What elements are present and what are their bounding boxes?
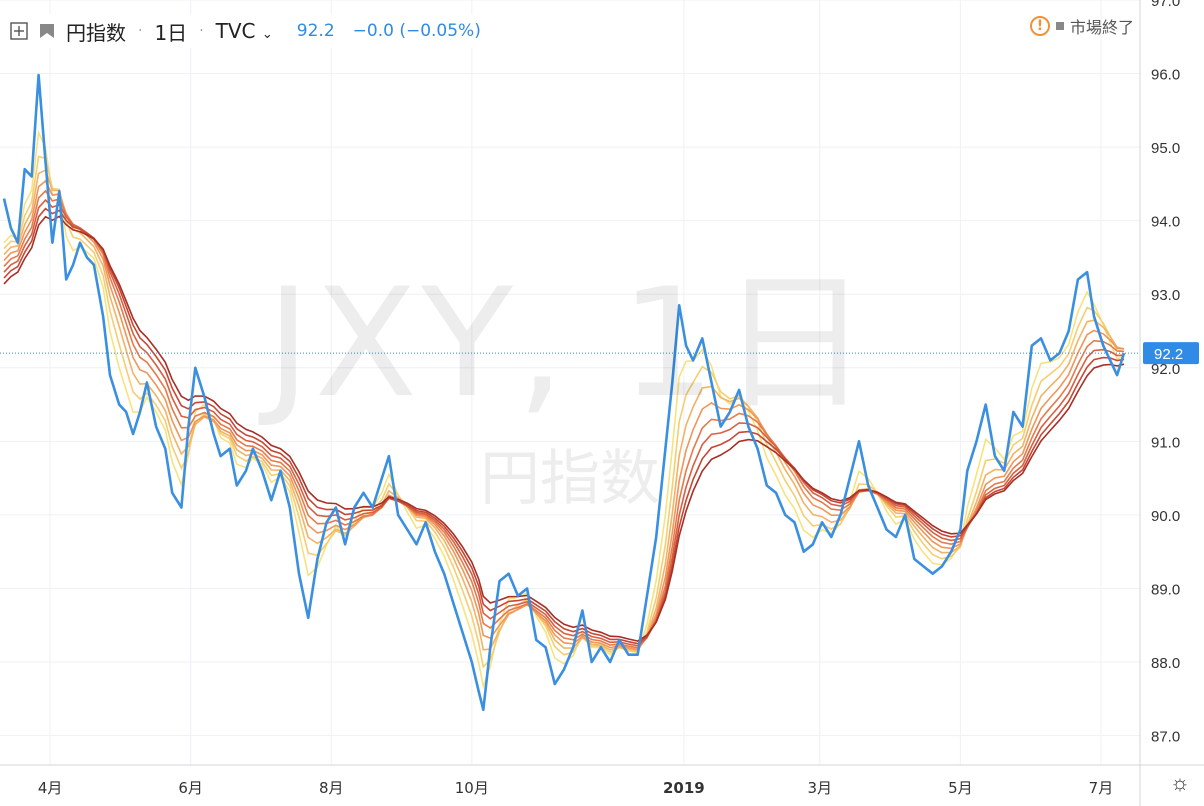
price-series bbox=[0, 73, 1140, 712]
last-price-badge-label: 92.2 bbox=[1154, 346, 1183, 363]
ma-ribbon-line bbox=[3, 179, 1125, 651]
warning-icon[interactable]: ! bbox=[1029, 16, 1050, 36]
x-tick-label: 2019 bbox=[663, 779, 705, 797]
source-select[interactable]: TVC ⌄ bbox=[216, 19, 273, 43]
market-status-label: 市場終了 bbox=[1069, 18, 1134, 37]
moving-average-ribbon bbox=[3, 129, 1125, 690]
y-tick-label: 87.0 bbox=[1151, 729, 1180, 746]
chevron-down-icon: ⌄ bbox=[261, 27, 273, 42]
settings-gear-icon[interactable]: ☼ bbox=[1169, 770, 1190, 795]
x-tick-label: 7月 bbox=[1089, 779, 1114, 797]
interval[interactable]: 1日 bbox=[154, 20, 188, 45]
x-tick-label: 6月 bbox=[178, 779, 203, 797]
price-line bbox=[2, 73, 1126, 712]
y-tick-label: 92.0 bbox=[1151, 361, 1180, 378]
x-tick-label: 5月 bbox=[948, 779, 973, 797]
y-tick-label: 95.0 bbox=[1151, 140, 1180, 157]
market-status: ! 市場終了 bbox=[1029, 14, 1134, 38]
y-tick-label: 90.0 bbox=[1151, 508, 1180, 525]
y-tick-label: 96.0 bbox=[1151, 67, 1180, 84]
y-tick-label: 97.0 bbox=[1151, 0, 1180, 10]
ma-ribbon-line bbox=[3, 189, 1125, 649]
x-tick-label: 3月 bbox=[808, 779, 833, 797]
status-square-icon bbox=[1055, 22, 1064, 30]
ma-ribbon-line bbox=[3, 215, 1125, 642]
quote: 92.2 −0.0 (−0.05%) bbox=[297, 21, 481, 41]
price-change: −0.0 (−0.05%) bbox=[352, 21, 481, 41]
chart-header: 円指数 · 1日 · TVC ⌄ 92.2 −0.0 (−0.05%) bbox=[10, 14, 481, 48]
ma-ribbon-line bbox=[3, 129, 1125, 690]
y-tick-label: 94.0 bbox=[1151, 214, 1180, 231]
ma-ribbon-line bbox=[3, 169, 1125, 652]
x-tick-label: 4月 bbox=[38, 779, 63, 797]
expand-icon[interactable] bbox=[10, 22, 28, 40]
source-label: TVC bbox=[215, 19, 256, 43]
x-tick-label: 10月 bbox=[455, 779, 489, 797]
y-tick-label: 91.0 bbox=[1151, 434, 1180, 451]
y-tick-label: 88.0 bbox=[1151, 655, 1180, 672]
symbol-name: 円指数 bbox=[66, 20, 126, 45]
ma-ribbon-line bbox=[3, 207, 1125, 645]
last-price: 92.2 bbox=[296, 21, 335, 41]
flag-icon[interactable] bbox=[38, 22, 56, 40]
y-tick-label: 89.0 bbox=[1151, 581, 1180, 598]
y-tick-label: 93.0 bbox=[1151, 287, 1180, 304]
last-price-badge bbox=[1143, 342, 1199, 365]
chart-grid bbox=[0, 0, 1140, 765]
ma-ribbon-line bbox=[3, 198, 1125, 647]
x-tick-label: 8月 bbox=[319, 779, 344, 797]
ma-ribbon-line bbox=[3, 155, 1125, 669]
